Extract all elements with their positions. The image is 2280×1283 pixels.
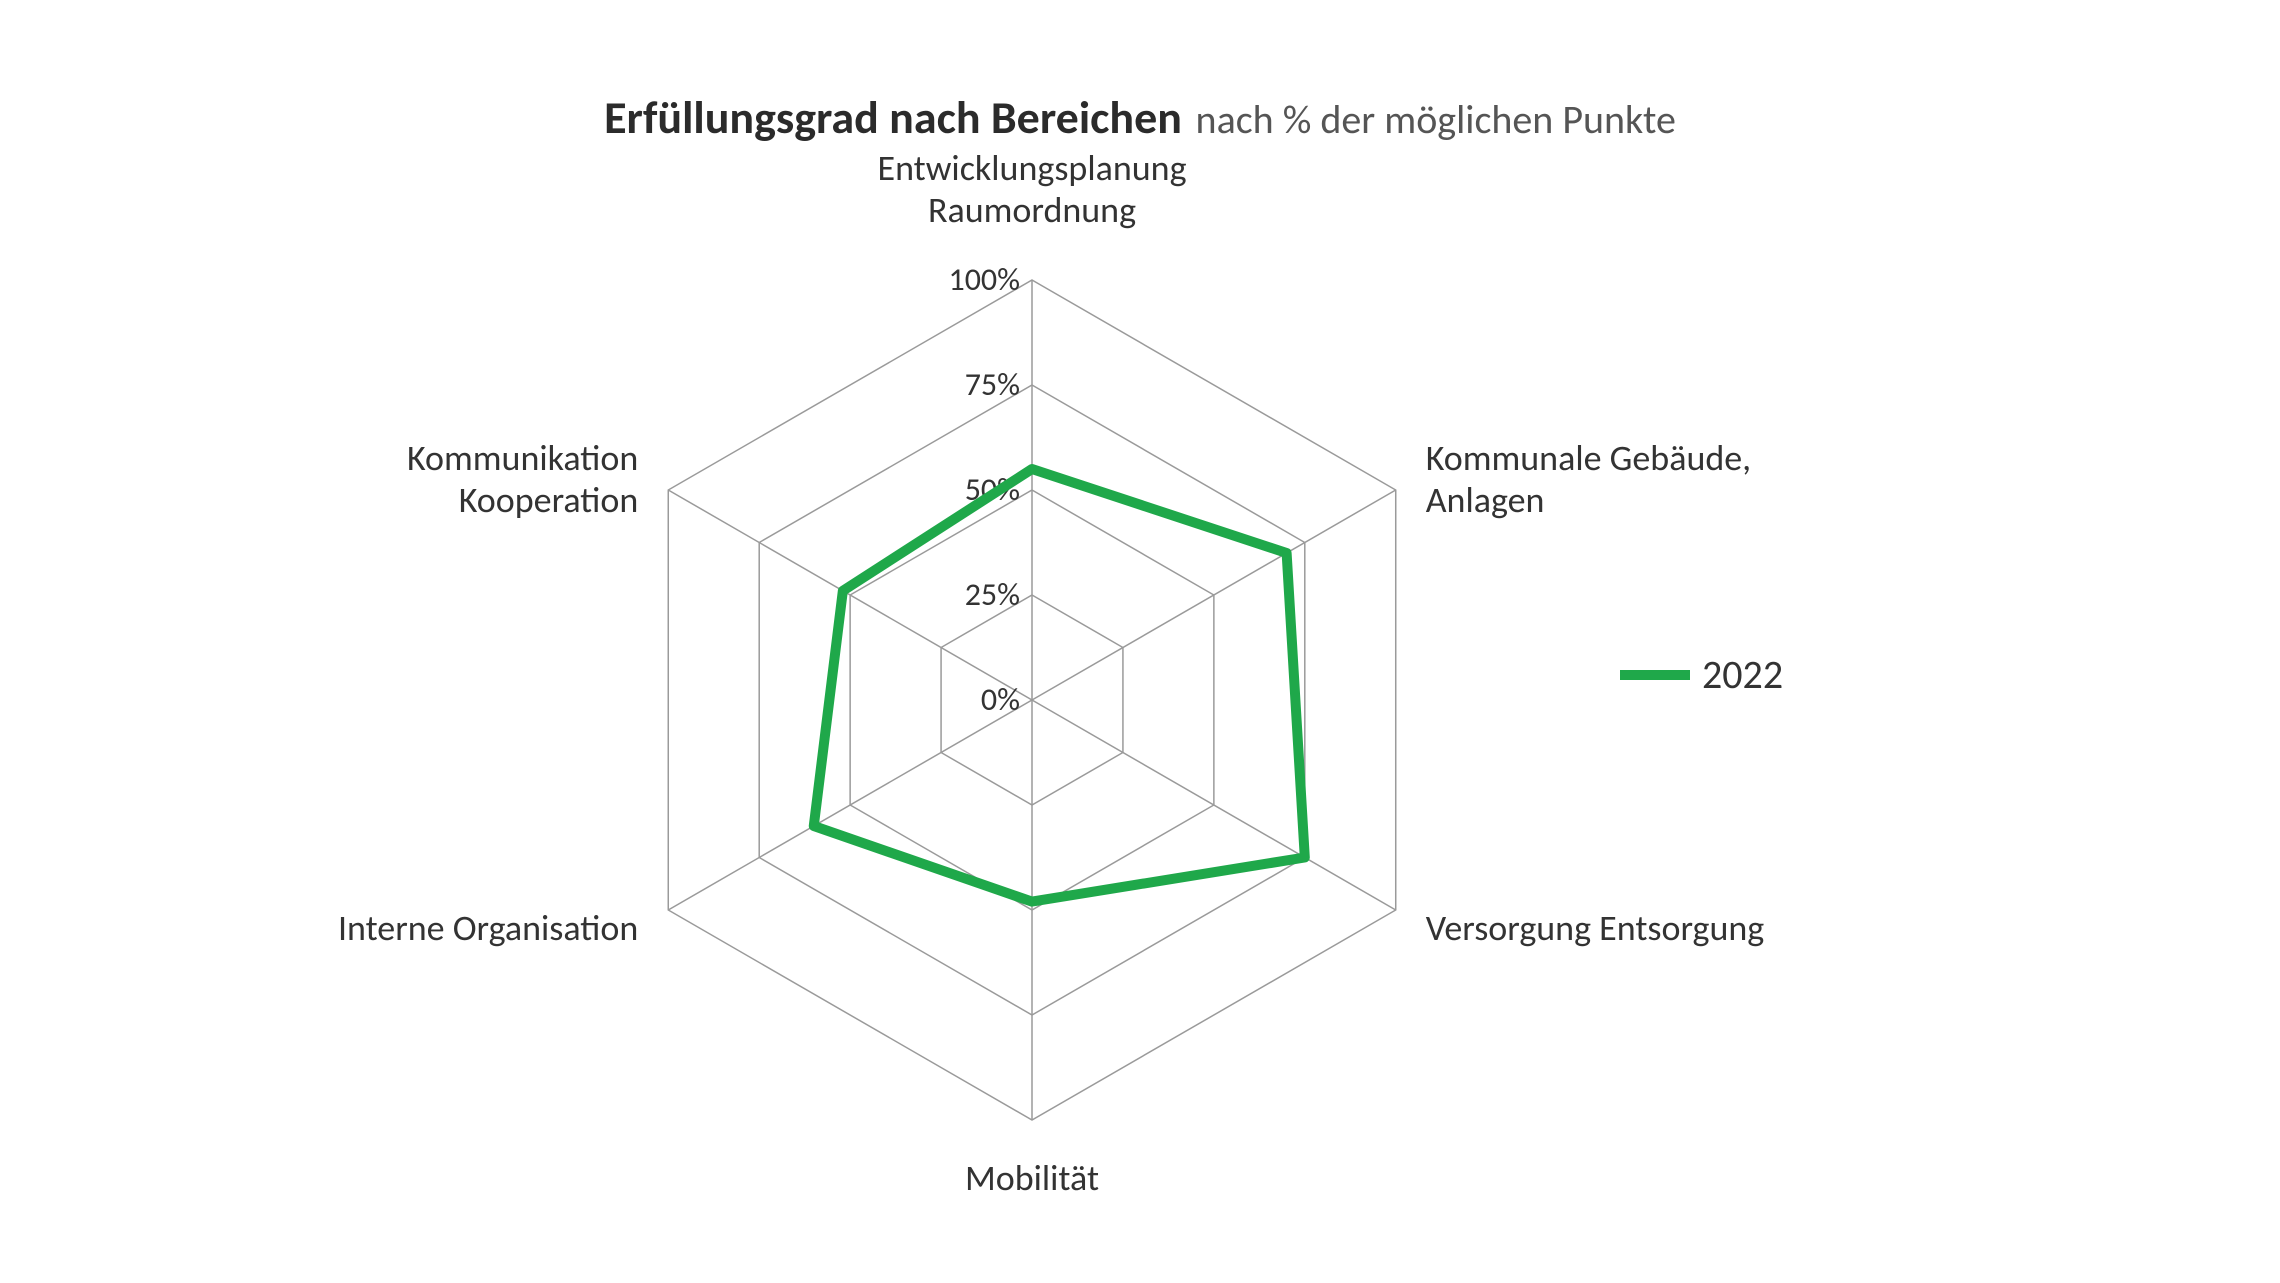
axis-label-0-line0: Entwicklungsplanung bbox=[877, 146, 1186, 190]
chart-title: Erfüllungsgrad nach Bereichen nach % der… bbox=[0, 90, 2280, 146]
axis-label-2-line0: Versorgung Entsorgung bbox=[1426, 906, 1765, 950]
ring-label-100: 100% bbox=[948, 260, 1020, 299]
title-sub: nach % der möglichen Punkte bbox=[1196, 95, 1676, 144]
legend-label-2022: 2022 bbox=[1702, 650, 1783, 699]
axis-label-4-line0: Interne Organisation bbox=[338, 906, 638, 950]
ring-label-75: 75% bbox=[965, 365, 1020, 404]
legend: 2022 bbox=[1620, 650, 1783, 699]
ring-label-25: 25% bbox=[965, 575, 1020, 614]
axis-label-1-line1: Anlagen bbox=[1426, 478, 1545, 522]
axis-label-5-line0: Kommunikation bbox=[407, 436, 638, 480]
axis-label-1-line0: Kommunale Gebäude, bbox=[1426, 436, 1751, 480]
title-main: Erfüllungsgrad nach Bereichen bbox=[604, 90, 1182, 146]
chart-stage: Erfüllungsgrad nach Bereichen nach % der… bbox=[0, 0, 2280, 1283]
axis-label-3-line0: Mobilität bbox=[965, 1156, 1099, 1200]
legend-line-2022 bbox=[1620, 670, 1690, 680]
radar-chart-svg: 0%25%50%75%100%EntwicklungsplanungRaumor… bbox=[0, 0, 2280, 1283]
axis-label-5-line1: Kooperation bbox=[459, 478, 639, 522]
series-2022 bbox=[814, 469, 1305, 902]
axis-label-0-line1: Raumordnung bbox=[928, 188, 1136, 232]
ring-label-0: 0% bbox=[981, 680, 1020, 719]
